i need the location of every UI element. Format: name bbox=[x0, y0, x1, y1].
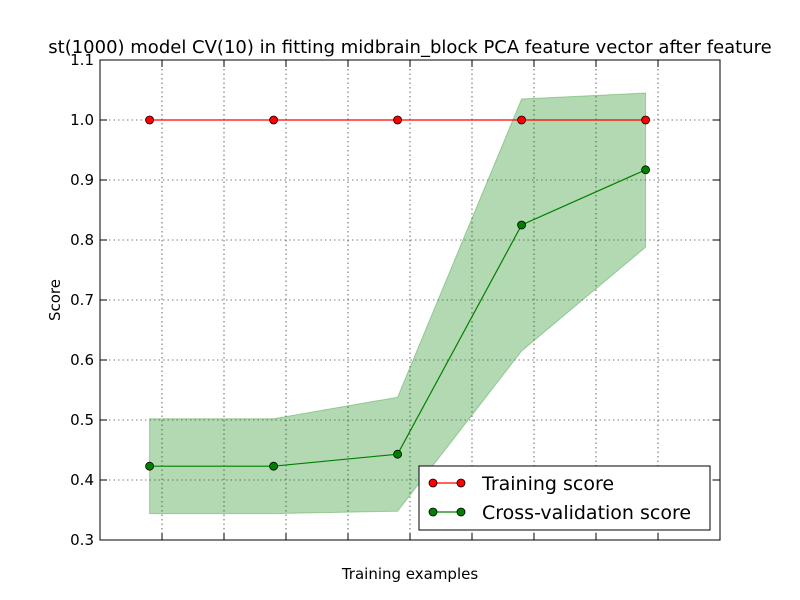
y-tick-label: 0.5 bbox=[70, 411, 94, 429]
point-series-1 bbox=[517, 220, 526, 230]
point-layer bbox=[145, 115, 650, 471]
legend-box bbox=[418, 465, 711, 531]
point-series-1 bbox=[269, 461, 279, 471]
y-tick-label: 0.9 bbox=[70, 171, 94, 189]
point-series-1 bbox=[145, 461, 155, 471]
point-series-1 bbox=[641, 165, 650, 175]
band-series-1 bbox=[149, 92, 647, 515]
legend-marker-0 bbox=[456, 478, 466, 488]
point-series-0 bbox=[641, 115, 650, 125]
y-axis-label: Score bbox=[46, 279, 64, 321]
tick-layer: 0.3 0.4 0.5 0.6 0.7 0.8 0.9 1.0 1.1 bbox=[70, 51, 720, 549]
point-series-0 bbox=[517, 115, 526, 125]
chart-title: st(1000) model CV(10) in fitting midbrai… bbox=[48, 37, 771, 58]
y-tick-label: 1.0 bbox=[70, 111, 94, 129]
y-tick-label: 0.3 bbox=[70, 531, 94, 549]
y-tick-label: 0.4 bbox=[70, 471, 94, 489]
point-series-1 bbox=[393, 449, 403, 459]
point-series-0 bbox=[145, 115, 155, 125]
grid-layer bbox=[100, 60, 720, 540]
point-series-0 bbox=[393, 115, 403, 125]
band-layer bbox=[149, 92, 647, 515]
legend-marker-0 bbox=[428, 478, 438, 488]
legend-marker-1 bbox=[456, 507, 466, 517]
y-tick-label: 0.7 bbox=[70, 291, 94, 309]
legend-marker-1 bbox=[428, 507, 438, 517]
legend-label-1: Cross-validation score bbox=[482, 502, 691, 524]
x-axis-label: Training examples bbox=[341, 565, 479, 583]
y-tick-label: 0.8 bbox=[70, 231, 94, 249]
point-series-0 bbox=[269, 115, 279, 125]
y-tick-label: 0.6 bbox=[70, 351, 94, 369]
legend: Training score Cross-validation score bbox=[418, 465, 711, 531]
legend-label-0: Training score bbox=[481, 473, 614, 495]
y-tick-label: 1.1 bbox=[70, 51, 94, 69]
